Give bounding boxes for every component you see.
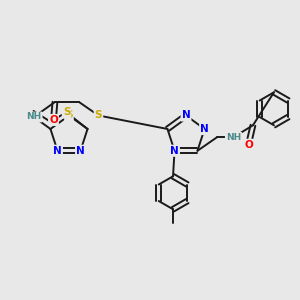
Text: N: N <box>182 110 190 121</box>
Text: S: S <box>65 110 73 121</box>
Text: N: N <box>200 124 209 134</box>
Text: S: S <box>63 107 70 118</box>
Text: N: N <box>53 146 62 156</box>
Text: N: N <box>76 146 85 156</box>
Text: O: O <box>49 115 58 125</box>
Text: NH: NH <box>226 133 241 142</box>
Text: S: S <box>95 110 102 121</box>
Text: N: N <box>170 146 179 156</box>
Text: NH: NH <box>26 112 42 122</box>
Text: O: O <box>244 140 253 150</box>
